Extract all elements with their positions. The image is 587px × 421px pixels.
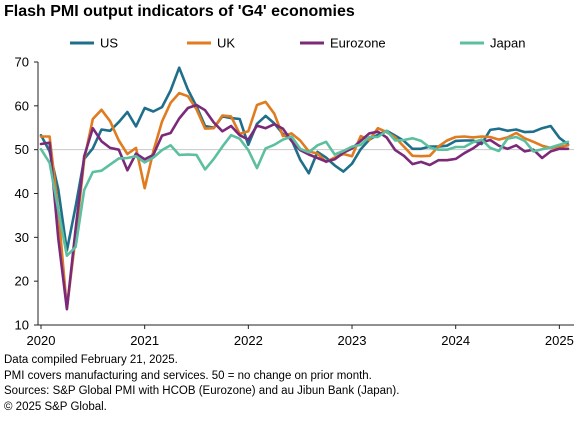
series-line-eurozone [39,103,570,311]
axes: 10 20 30 40 50 60 70 2020 2021 2022 2023 2024 2025 [15,55,574,348]
series-lines [39,66,570,311]
x-tick-label: 2020 [27,333,56,348]
series-line-uk [39,91,570,310]
y-tick-label: 40 [15,186,29,201]
note-sources: Sources: S&P Global PMI with HCOB (Euroz… [4,385,400,397]
y-tick-label: 30 [15,230,29,245]
x-tick-label: 2025 [545,333,574,348]
legend: US UK Eurozone Japan [70,36,525,51]
legend-label-us: US [100,36,118,51]
note-copyright: © 2025 S&P Global. [4,400,107,413]
x-tick-label: 2022 [234,333,263,348]
legend-label-japan: Japan [490,36,525,51]
x-tick-label: 2023 [338,333,367,348]
legend-label-uk: UK [217,36,235,51]
y-tick-label: 50 [15,142,29,157]
x-tick-label: 2024 [441,333,470,348]
y-tick-label: 20 [15,274,29,289]
line-chart: US UK Eurozone Japan 10 20 30 40 50 60 70 2020 2021… [15,36,574,348]
chart-title: Flash PMI output indicators of 'G4' econ… [4,3,355,20]
note-coverage: PMI covers manufacturing and services. 5… [4,369,372,382]
y-tick-label: 10 [15,318,29,333]
x-tick-label: 2021 [130,333,159,348]
legend-label-eurozone: Eurozone [330,36,386,51]
footnotes: Data compiled February 21, 2025. PMI cov… [4,353,399,415]
y-tick-label: 70 [15,55,29,70]
y-tick-label: 60 [15,98,29,113]
note-data-compiled: Data compiled February 21, 2025. [4,354,178,366]
series-line-japan [39,129,570,257]
